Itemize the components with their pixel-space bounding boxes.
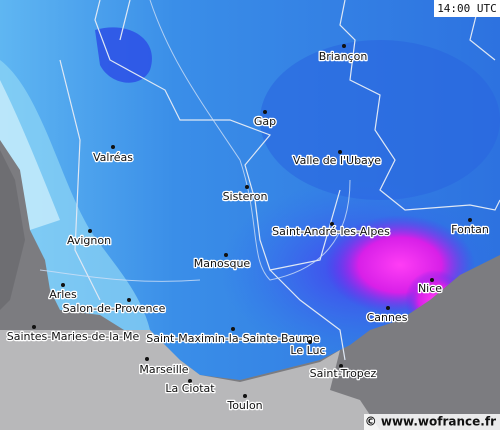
city-label: Arles <box>49 288 77 301</box>
city-dot <box>342 44 346 48</box>
city-label: Salon-de-Provence <box>63 302 166 315</box>
city-dot <box>127 298 131 302</box>
borders <box>59 0 500 361</box>
city-dot <box>263 110 267 114</box>
city-dot <box>88 229 92 233</box>
city-label: Valréas <box>93 151 133 164</box>
city-dot <box>32 325 36 329</box>
credit-label: © www.wofrance.fr <box>365 415 496 429</box>
city-label: Saint-Tropez <box>310 367 377 380</box>
city-dot <box>338 150 342 154</box>
city-label: La Ciotat <box>165 382 215 395</box>
cities: Briançon Gap Valréas Valle de l'Ubaye Si… <box>5 44 490 413</box>
time-background <box>434 0 500 17</box>
city-label: Toulon <box>226 399 262 412</box>
city-dot <box>330 222 334 226</box>
city-label: Gap <box>254 115 276 128</box>
city-dot <box>339 364 343 368</box>
city-label: Briançon <box>319 50 368 63</box>
city-label: Saint-André-les-Alpes <box>272 225 390 238</box>
city-dot <box>243 394 247 398</box>
city-label: Valle de l'Ubaye <box>293 154 381 167</box>
city-label: Manosque <box>194 257 251 270</box>
city-dot <box>386 306 390 310</box>
city-dot <box>308 340 312 344</box>
city-dot <box>145 357 149 361</box>
city-dot <box>188 379 192 383</box>
city-label: Avignon <box>67 234 111 247</box>
city-label: Sisteron <box>223 190 268 203</box>
city-label: Saint-Maximin-la-Sainte-Baume <box>146 332 320 345</box>
city-dot <box>231 327 235 331</box>
credit: © www.wofrance.fr <box>364 414 500 430</box>
city-dot <box>224 253 228 257</box>
city-dot <box>468 218 472 222</box>
city-dot <box>245 185 249 189</box>
city-label: Le Luc <box>290 344 325 357</box>
city-dot <box>430 278 434 282</box>
city-dot <box>61 283 65 287</box>
time-label: 14:00 UTC <box>437 2 497 15</box>
city-dot <box>111 145 115 149</box>
city-label: Marseille <box>139 363 188 376</box>
city-label: Fontan <box>451 223 489 236</box>
city-label: Saintes-Maries-de-la-Me <box>7 330 140 343</box>
time-box: 14:00 UTC <box>434 0 500 17</box>
city-label: Cannes <box>367 311 408 324</box>
city-label: Nice <box>418 282 442 295</box>
rivers <box>39 0 351 282</box>
